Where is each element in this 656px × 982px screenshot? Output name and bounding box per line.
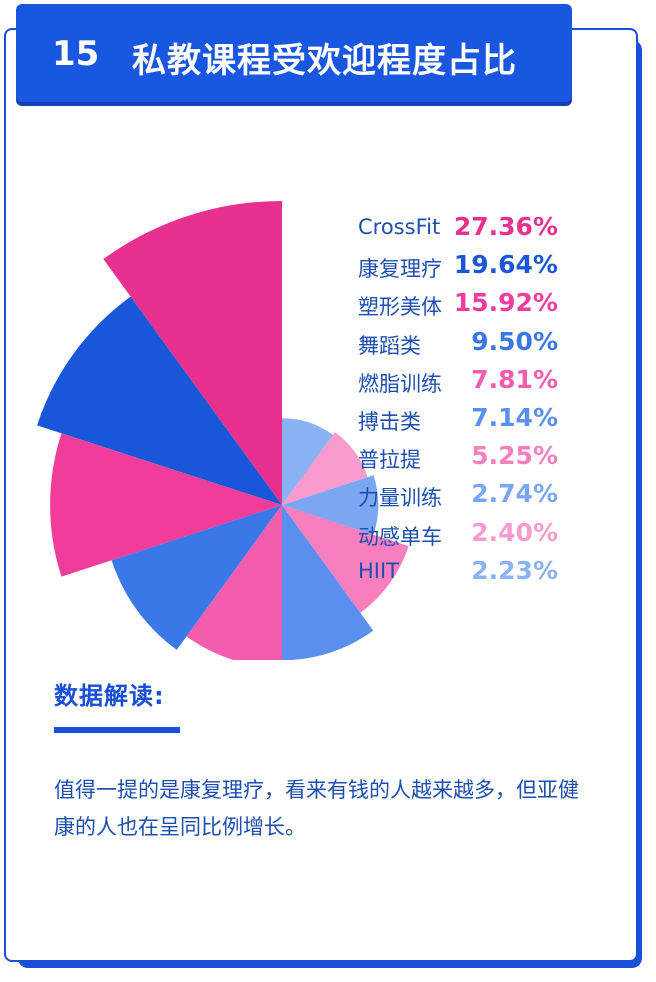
analysis-text: 值得一提的是康复理疗，看来有钱的人越来越多，但亚健康的人也在呈同比例增长。 (54, 778, 579, 839)
legend-value: 19.64% (453, 250, 558, 280)
legend-value: 27.36% (453, 212, 558, 241)
legend-value: 9.50% (471, 326, 558, 356)
rose-petal-4 (111, 505, 282, 650)
page-title: 私教课程受欢迎程度占比 (132, 41, 517, 81)
rose-petal-9 (282, 432, 368, 505)
legend-label: HIIT (358, 558, 400, 583)
rose-petal-6 (282, 505, 374, 660)
legend-value: 15.92% (453, 288, 558, 318)
legend-label: CrossFit (358, 215, 441, 239)
title-bar: 15 私教课程受欢迎程度占比 (16, 4, 572, 102)
rose-petal-3 (50, 433, 282, 577)
analysis-underline (54, 727, 180, 733)
rose-petal-1 (103, 201, 282, 505)
title-number: 15 (52, 34, 100, 74)
legend-label: 搏击类 (358, 410, 421, 434)
rose-petal-7 (282, 505, 409, 613)
legend-value: 2.74% (471, 479, 558, 509)
legend-label: 塑形美体 (358, 295, 442, 320)
rose-petal-5 (186, 505, 282, 660)
rose-petal-8 (282, 475, 379, 535)
rose-chart (37, 201, 409, 660)
legend-label: 力量训练 (358, 486, 442, 511)
legend-label: 舞蹈类 (358, 333, 421, 358)
legend-label: 普拉提 (358, 448, 421, 473)
legend-label: 康复理疗 (358, 257, 442, 282)
legend-value: 2.23% (471, 555, 558, 585)
rose-petal-10 (282, 418, 334, 505)
legend-label: 动感单车 (358, 524, 442, 549)
legend-value: 5.25% (471, 441, 558, 471)
analysis-heading: 数据解读: (54, 682, 165, 710)
rose-petal-2 (37, 296, 282, 505)
legend-value: 7.14% (471, 403, 558, 432)
legend-value: 7.81% (471, 364, 558, 394)
legend-label: 燃脂训练 (358, 371, 442, 396)
legend-value: 2.40% (471, 517, 558, 547)
